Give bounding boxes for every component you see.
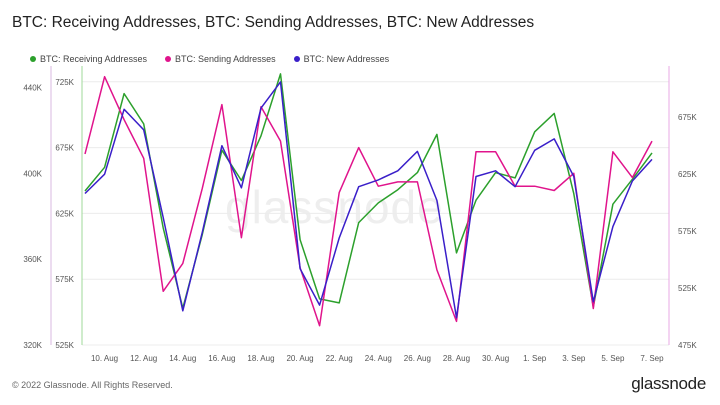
x-tick-7: 24. Aug <box>365 354 392 363</box>
legend-item-receiving[interactable]: BTC: Receiving Addresses <box>30 54 147 64</box>
x-tick-13: 5. Sep <box>601 354 625 363</box>
y-tick-sending-3: 440K <box>23 83 42 92</box>
x-tick-6: 22. Aug <box>326 354 353 363</box>
legend-item-sending[interactable]: BTC: Sending Addresses <box>165 54 276 64</box>
y-tick-new-0: 475K <box>678 341 697 350</box>
y-tick-receiving-4: 725K <box>55 78 74 87</box>
y-tick-receiving-2: 625K <box>55 209 74 218</box>
chart-title: BTC: Receiving Addresses, BTC: Sending A… <box>12 14 535 31</box>
y-tick-new-3: 625K <box>678 170 697 179</box>
x-tick-1: 12. Aug <box>130 354 157 363</box>
y-tick-new-2: 575K <box>678 227 697 236</box>
legend: BTC: Receiving Addresses BTC: Sending Ad… <box>30 54 389 64</box>
x-tick-2: 14. Aug <box>169 354 196 363</box>
x-tick-10: 30. Aug <box>482 354 509 363</box>
y-tick-new-4: 675K <box>678 113 697 122</box>
legend-dot-new <box>293 56 300 62</box>
series-line-sending <box>84 75 653 327</box>
y-tick-receiving-1: 575K <box>55 275 74 284</box>
series-line-new <box>84 81 653 319</box>
x-tick-12: 3. Sep <box>562 354 586 363</box>
x-tick-4: 18. Aug <box>247 354 274 363</box>
legend-label-new: BTC: New Addresses <box>303 54 390 64</box>
x-tick-3: 16. Aug <box>208 354 235 363</box>
copyright-text: © 2022 Glassnode. All Rights Reserved. <box>12 380 173 390</box>
x-tick-9: 28. Aug <box>443 354 470 363</box>
series-line-receiving <box>84 73 653 309</box>
y-tick-receiving-0: 525K <box>55 341 74 350</box>
x-tick-0: 10. Aug <box>91 354 118 363</box>
y-tick-receiving-3: 675K <box>55 144 74 153</box>
x-tick-14: 7. Sep <box>640 354 664 363</box>
legend-item-new[interactable]: BTC: New Addresses <box>293 54 390 64</box>
x-tick-5: 20. Aug <box>286 354 313 363</box>
y-tick-sending-1: 360K <box>23 255 42 264</box>
y-tick-new-1: 525K <box>678 284 697 293</box>
brand-logo: glassnode <box>631 374 706 393</box>
x-tick-8: 26. Aug <box>404 354 431 363</box>
legend-dot-receiving <box>30 56 36 62</box>
y-tick-sending-0: 320K <box>23 341 42 350</box>
y-tick-sending-2: 400K <box>23 169 42 178</box>
legend-label-receiving: BTC: Receiving Addresses <box>40 54 148 64</box>
x-tick-11: 1. Sep <box>523 354 547 363</box>
legend-dot-sending <box>165 56 172 62</box>
legend-label-sending: BTC: Sending Addresses <box>175 54 276 64</box>
